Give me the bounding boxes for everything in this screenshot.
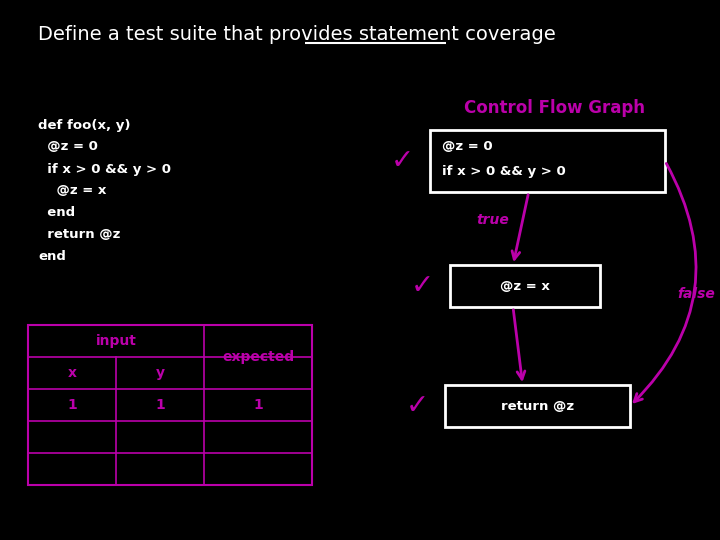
- Text: return @z: return @z: [501, 400, 574, 413]
- Text: 1: 1: [253, 398, 263, 412]
- Text: end: end: [38, 251, 66, 264]
- Bar: [445, 385, 630, 427]
- Text: expected: expected: [222, 350, 294, 364]
- Text: Define a test suite that provides statement coverage: Define a test suite that provides statem…: [38, 25, 556, 44]
- Bar: [430, 130, 665, 192]
- Text: end: end: [38, 206, 75, 219]
- Text: @z = 0: @z = 0: [38, 140, 98, 153]
- Text: y: y: [156, 366, 164, 380]
- Text: @z = 0: @z = 0: [442, 139, 492, 152]
- Text: if x > 0 && y > 0: if x > 0 && y > 0: [38, 163, 171, 176]
- Text: 1: 1: [67, 398, 77, 412]
- Text: @z = x: @z = x: [38, 185, 107, 198]
- Text: Control Flow Graph: Control Flow Graph: [464, 99, 646, 117]
- Text: true: true: [477, 213, 510, 227]
- Text: input: input: [96, 334, 136, 348]
- Text: false: false: [677, 287, 715, 300]
- Text: def foo(x, y): def foo(x, y): [38, 118, 130, 132]
- Text: ✓: ✓: [410, 272, 433, 300]
- Text: ✓: ✓: [405, 392, 428, 420]
- Bar: [28, 325, 312, 485]
- Text: return @z: return @z: [38, 228, 120, 241]
- Text: @z = x: @z = x: [500, 280, 550, 293]
- Bar: [450, 265, 600, 307]
- Text: ✓: ✓: [390, 147, 413, 175]
- Text: x: x: [68, 366, 76, 380]
- Text: if x > 0 && y > 0: if x > 0 && y > 0: [442, 165, 566, 179]
- Text: 1: 1: [155, 398, 165, 412]
